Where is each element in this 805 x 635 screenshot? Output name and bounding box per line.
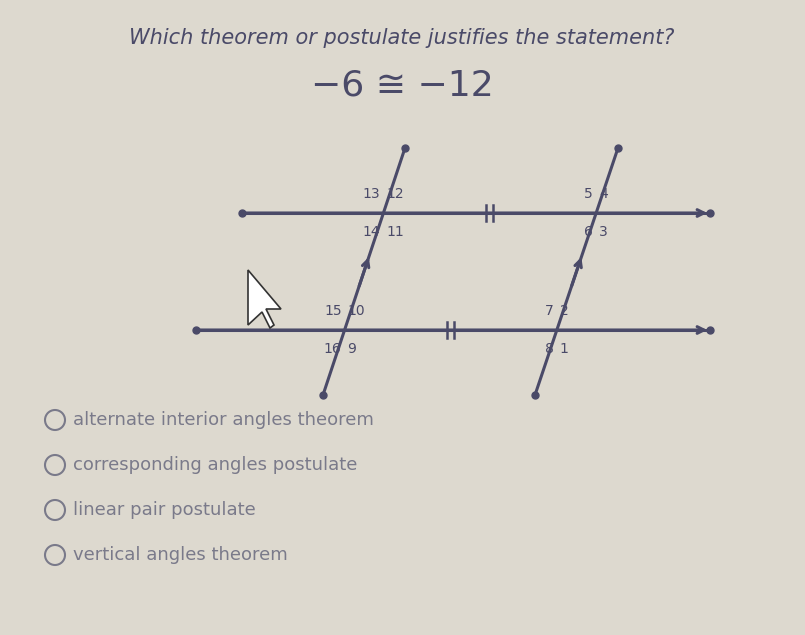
Text: 2: 2 xyxy=(559,304,568,318)
Text: 1: 1 xyxy=(559,342,568,356)
Text: corresponding angles postulate: corresponding angles postulate xyxy=(73,456,357,474)
Polygon shape xyxy=(248,270,281,328)
Text: 7: 7 xyxy=(545,304,554,318)
Text: 12: 12 xyxy=(386,187,404,201)
Text: alternate interior angles theorem: alternate interior angles theorem xyxy=(73,411,374,429)
Text: 6: 6 xyxy=(584,225,593,239)
Text: 10: 10 xyxy=(348,304,365,318)
Text: 16: 16 xyxy=(324,342,341,356)
Text: 15: 15 xyxy=(324,304,341,318)
Text: 5: 5 xyxy=(584,187,593,201)
Text: −6 ≅ −12: −6 ≅ −12 xyxy=(311,68,493,102)
Text: 9: 9 xyxy=(348,342,357,356)
Text: 14: 14 xyxy=(363,225,381,239)
Text: 4: 4 xyxy=(599,187,608,201)
Text: 8: 8 xyxy=(545,342,554,356)
Text: 13: 13 xyxy=(363,187,381,201)
Text: vertical angles theorem: vertical angles theorem xyxy=(73,546,287,564)
Text: Which theorem or postulate justifies the statement?: Which theorem or postulate justifies the… xyxy=(130,28,675,48)
Text: linear pair postulate: linear pair postulate xyxy=(73,501,256,519)
Text: 3: 3 xyxy=(599,225,608,239)
Text: 11: 11 xyxy=(386,225,404,239)
